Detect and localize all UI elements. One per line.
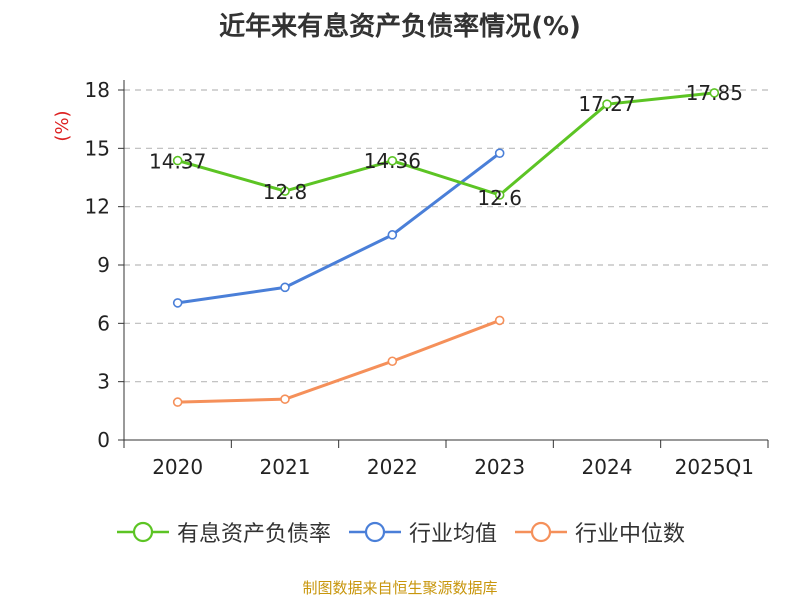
legend-label: 有息资产负债率 — [176, 522, 331, 547]
legend-item: 有息资产负债率 — [115, 516, 331, 548]
data-point — [387, 155, 398, 166]
legend-swatch-icon — [515, 521, 567, 543]
data-point — [172, 155, 183, 166]
data-label: 12.6 — [477, 186, 522, 210]
y-tick-label: 18 — [85, 78, 110, 102]
data-point — [280, 394, 290, 404]
x-tick-label: 2024 — [582, 455, 633, 479]
legend-item: 行业均值 — [347, 516, 497, 548]
x-tick-label: 2023 — [474, 455, 525, 479]
series-line — [177, 319, 501, 404]
data-point — [494, 315, 505, 326]
data-point — [387, 356, 398, 367]
data-point — [494, 148, 505, 158]
y-tick-label: 6 — [97, 311, 110, 335]
chart-legend: 有息资产负债率 行业均值 行业中位数 — [0, 516, 800, 548]
y-tick-label: 0 — [97, 428, 110, 452]
x-tick-label: 2021 — [260, 455, 311, 479]
y-tick-label: 12 — [85, 195, 110, 219]
data-point — [602, 99, 612, 109]
y-tick-label: 15 — [85, 136, 110, 160]
data-point — [494, 190, 505, 200]
data-label: 14.37 — [149, 150, 206, 174]
y-axis-label: (%) — [52, 110, 73, 141]
x-tick-label: 2025Q1 — [675, 455, 754, 479]
series-line — [177, 152, 501, 305]
legend-item: 行业中位数 — [513, 516, 685, 548]
data-label: 17.85 — [686, 81, 743, 105]
data-label: 14.36 — [364, 149, 421, 173]
data-label: 17.27 — [578, 92, 635, 116]
legend-label: 行业中位数 — [575, 522, 686, 547]
legend-label: 行业均值 — [408, 522, 497, 547]
data-point — [387, 230, 398, 240]
data-point — [172, 397, 183, 407]
y-tick-label: 9 — [97, 253, 110, 277]
x-tick-label: 2020 — [152, 455, 203, 479]
series-line — [177, 91, 715, 197]
data-point — [172, 298, 183, 308]
data-point — [709, 88, 720, 98]
x-tick-label: 2022 — [367, 455, 418, 479]
data-point — [280, 186, 290, 196]
legend-swatch-icon — [116, 521, 169, 543]
chart-title: 近年来有息资产负债率情况(%) — [219, 12, 581, 42]
data-label: 12.8 — [263, 180, 308, 204]
y-tick-label: 3 — [97, 370, 110, 394]
data-point — [280, 282, 290, 293]
source-footer: 制图数据来自恒生聚源数据库 — [302, 579, 498, 597]
legend-swatch-icon — [348, 521, 401, 543]
